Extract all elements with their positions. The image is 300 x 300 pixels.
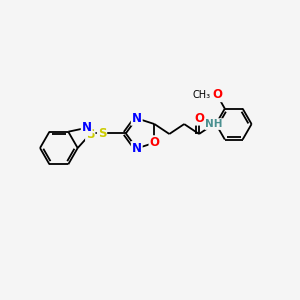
Text: O: O: [149, 136, 160, 149]
Text: S: S: [98, 127, 106, 140]
Text: CH₃: CH₃: [193, 90, 211, 100]
Text: O: O: [194, 112, 204, 124]
Text: N: N: [132, 142, 142, 155]
Text: S: S: [86, 128, 94, 140]
Text: N: N: [82, 121, 92, 134]
Text: N: N: [132, 112, 142, 125]
Text: O: O: [212, 88, 222, 101]
Text: NH: NH: [205, 119, 223, 129]
